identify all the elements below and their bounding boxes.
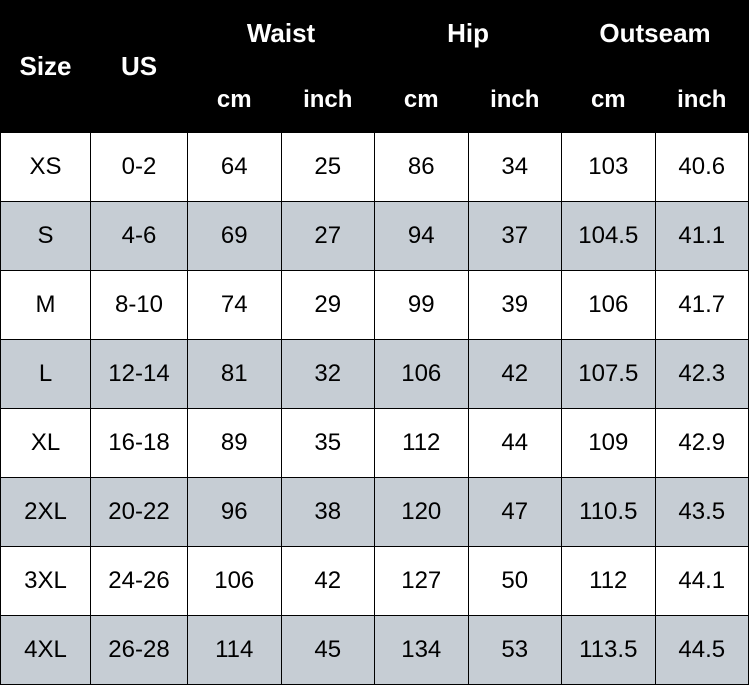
cell-out-cm: 103 [562, 133, 656, 202]
cell-out-cm: 109 [562, 409, 656, 478]
header-hip-inch: inch [468, 67, 562, 133]
cell-size: 3XL [1, 547, 91, 616]
table-row: 2XL 20-22 96 38 120 47 110.5 43.5 [1, 478, 749, 547]
header-out-inch: inch [655, 67, 749, 133]
table-body: XS 0-2 64 25 86 34 103 40.6 S 4-6 69 27 … [1, 133, 749, 685]
table-row: 3XL 24-26 106 42 127 50 112 44.1 [1, 547, 749, 616]
cell-waist-cm: 114 [188, 616, 282, 685]
cell-size: S [1, 202, 91, 271]
cell-us: 0-2 [91, 133, 188, 202]
cell-out-cm: 110.5 [562, 478, 656, 547]
header-out-cm: cm [562, 67, 656, 133]
header-us: US [91, 1, 188, 133]
cell-waist-cm: 96 [188, 478, 282, 547]
cell-out-in: 41.1 [655, 202, 749, 271]
cell-us: 16-18 [91, 409, 188, 478]
cell-hip-in: 50 [468, 547, 562, 616]
cell-size: 4XL [1, 616, 91, 685]
cell-hip-cm: 86 [375, 133, 469, 202]
header-hip: Hip [375, 1, 562, 67]
cell-waist-cm: 69 [188, 202, 282, 271]
cell-hip-cm: 94 [375, 202, 469, 271]
cell-hip-cm: 106 [375, 340, 469, 409]
cell-hip-cm: 112 [375, 409, 469, 478]
cell-out-cm: 112 [562, 547, 656, 616]
cell-waist-in: 45 [281, 616, 375, 685]
cell-out-in: 40.6 [655, 133, 749, 202]
cell-hip-in: 44 [468, 409, 562, 478]
cell-hip-in: 34 [468, 133, 562, 202]
cell-hip-in: 37 [468, 202, 562, 271]
cell-waist-in: 35 [281, 409, 375, 478]
cell-size: 2XL [1, 478, 91, 547]
header-size: Size [1, 1, 91, 133]
table-row: M 8-10 74 29 99 39 106 41.7 [1, 271, 749, 340]
table-row: S 4-6 69 27 94 37 104.5 41.1 [1, 202, 749, 271]
cell-hip-in: 47 [468, 478, 562, 547]
cell-us: 24-26 [91, 547, 188, 616]
cell-waist-in: 27 [281, 202, 375, 271]
cell-out-cm: 113.5 [562, 616, 656, 685]
cell-out-in: 43.5 [655, 478, 749, 547]
cell-waist-in: 25 [281, 133, 375, 202]
cell-out-in: 41.7 [655, 271, 749, 340]
header-waist-inch: inch [281, 67, 375, 133]
size-chart-table: Size US Waist Hip Outseam cm inch cm inc… [0, 0, 749, 685]
table-row: L 12-14 81 32 106 42 107.5 42.3 [1, 340, 749, 409]
cell-out-in: 44.5 [655, 616, 749, 685]
cell-out-in: 42.9 [655, 409, 749, 478]
cell-us: 26-28 [91, 616, 188, 685]
cell-us: 8-10 [91, 271, 188, 340]
cell-hip-in: 42 [468, 340, 562, 409]
cell-waist-cm: 106 [188, 547, 282, 616]
cell-out-in: 44.1 [655, 547, 749, 616]
cell-hip-cm: 120 [375, 478, 469, 547]
cell-waist-cm: 81 [188, 340, 282, 409]
cell-us: 20-22 [91, 478, 188, 547]
cell-size: XS [1, 133, 91, 202]
cell-hip-cm: 99 [375, 271, 469, 340]
cell-waist-in: 38 [281, 478, 375, 547]
header-outseam: Outseam [562, 1, 749, 67]
cell-waist-in: 29 [281, 271, 375, 340]
cell-waist-cm: 89 [188, 409, 282, 478]
header-waist-cm: cm [188, 67, 282, 133]
cell-hip-cm: 127 [375, 547, 469, 616]
cell-size: L [1, 340, 91, 409]
header-row-top: Size US Waist Hip Outseam [1, 1, 749, 67]
cell-out-in: 42.3 [655, 340, 749, 409]
cell-out-cm: 104.5 [562, 202, 656, 271]
cell-size: XL [1, 409, 91, 478]
cell-waist-cm: 74 [188, 271, 282, 340]
table-row: XL 16-18 89 35 112 44 109 42.9 [1, 409, 749, 478]
cell-size: M [1, 271, 91, 340]
header-hip-cm: cm [375, 67, 469, 133]
table-row: XS 0-2 64 25 86 34 103 40.6 [1, 133, 749, 202]
header-waist: Waist [188, 1, 375, 67]
table-row: 4XL 26-28 114 45 134 53 113.5 44.5 [1, 616, 749, 685]
cell-hip-in: 53 [468, 616, 562, 685]
size-chart-wrapper: Size US Waist Hip Outseam cm inch cm inc… [0, 0, 749, 685]
cell-out-cm: 106 [562, 271, 656, 340]
cell-waist-cm: 64 [188, 133, 282, 202]
table-header: Size US Waist Hip Outseam cm inch cm inc… [1, 1, 749, 133]
cell-hip-cm: 134 [375, 616, 469, 685]
cell-waist-in: 32 [281, 340, 375, 409]
cell-us: 12-14 [91, 340, 188, 409]
cell-us: 4-6 [91, 202, 188, 271]
cell-hip-in: 39 [468, 271, 562, 340]
cell-out-cm: 107.5 [562, 340, 656, 409]
cell-waist-in: 42 [281, 547, 375, 616]
